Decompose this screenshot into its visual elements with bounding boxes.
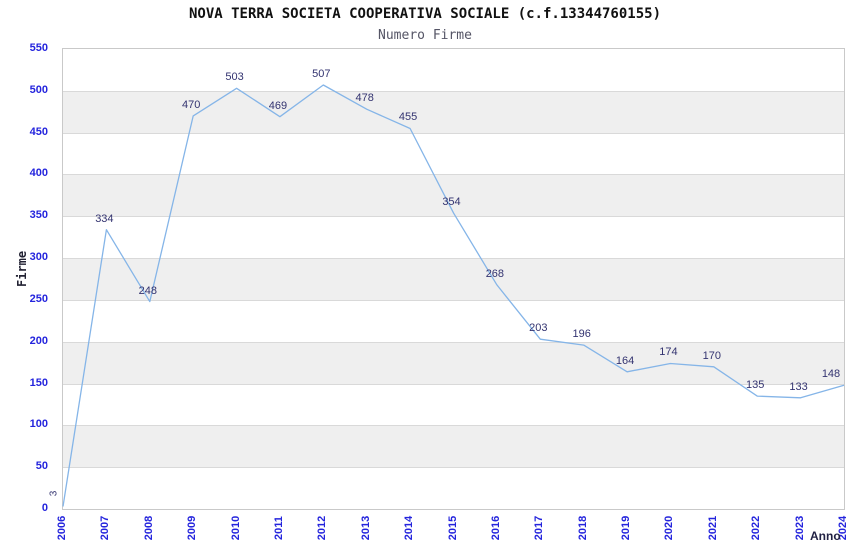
data-point-label: 148 — [821, 368, 841, 381]
plot-area: 3 334 248 470 503 469 507 478 455 354 268 203 196 164… — [49, 48, 845, 510]
gridline — [63, 299, 844, 301]
y-tick-label: 400 — [29, 167, 48, 180]
data-point-label: 170 — [702, 349, 721, 362]
chart-title: NOVA TERRA SOCIETA COOPERATIVA SOCIALE (… — [188, 6, 661, 22]
data-point-label: 507 — [312, 67, 331, 80]
series-line-svg — [62, 84, 845, 507]
gridline — [63, 341, 844, 343]
plot-band — [63, 425, 844, 468]
data-point-label: 455 — [398, 111, 418, 124]
x-tick-label: 2016 — [489, 515, 502, 541]
gridline — [63, 467, 844, 469]
plot-band — [63, 90, 844, 133]
y-tick-label: 550 — [29, 42, 48, 54]
x-tick-label: 2013 — [359, 515, 372, 541]
x-tick-label: 2018 — [576, 515, 589, 541]
gridline — [63, 216, 844, 218]
data-point-label: 133 — [789, 380, 808, 393]
y-tick-label: 500 — [29, 83, 48, 96]
gridline — [63, 132, 844, 134]
gridline — [63, 425, 844, 427]
gridline — [63, 90, 844, 92]
x-tick-label: 2011 — [272, 516, 285, 540]
x-tick-label: 2014 — [403, 515, 416, 541]
data-point-label: 268 — [485, 267, 505, 280]
x-tick-label: 2017 — [533, 515, 546, 541]
x-tick-label: 2008 — [142, 515, 155, 541]
data-point-label: 470 — [181, 98, 201, 111]
plot-band — [63, 174, 844, 217]
y-tick-label: 350 — [29, 209, 48, 222]
x-tick-label: 2007 — [99, 515, 112, 541]
series-line — [62, 84, 845, 507]
y-tick-label: 300 — [29, 251, 48, 264]
x-tick-label: 2009 — [186, 515, 199, 541]
x-tick-label: 2012 — [316, 515, 329, 541]
y-tick-label: 100 — [29, 418, 48, 431]
data-point-label: 196 — [572, 328, 591, 341]
data-point-label: 3 — [48, 491, 60, 497]
x-tick-label: 2021 — [706, 515, 719, 541]
y-tick-label: 200 — [29, 334, 48, 347]
data-point-label: 174 — [659, 346, 678, 359]
gridline — [63, 258, 844, 260]
x-tick-label: 2022 — [750, 515, 763, 541]
gridline — [63, 174, 844, 176]
data-point-label: 469 — [268, 99, 288, 112]
x-tick-label: 2020 — [663, 515, 676, 541]
y-tick-label: 50 — [35, 460, 48, 473]
x-tick-label: 2006 — [56, 515, 68, 541]
data-point-label: 164 — [615, 354, 635, 367]
x-tick-label: 2019 — [620, 515, 633, 541]
data-point-label: 503 — [225, 71, 244, 84]
chart-subtitle: Numero Firme — [378, 28, 472, 43]
gridline — [63, 383, 844, 385]
y-tick-label: 250 — [29, 292, 48, 305]
data-point-label: 478 — [355, 92, 374, 105]
plot-band — [63, 341, 844, 384]
y-tick-label: 450 — [29, 125, 48, 138]
x-axis-title: Anno — [810, 529, 841, 543]
data-point-label: 248 — [138, 284, 157, 297]
y-tick-label: 150 — [29, 376, 48, 389]
x-tick-label: 2015 — [446, 515, 459, 541]
data-point-label: 354 — [442, 195, 461, 208]
data-point-label: 203 — [529, 322, 548, 335]
y-tick-label: 0 — [41, 502, 48, 514]
data-point-label: 135 — [746, 379, 765, 392]
plot-band — [63, 258, 844, 300]
data-point-label: 334 — [95, 212, 114, 225]
x-tick-label: 2010 — [229, 515, 242, 541]
